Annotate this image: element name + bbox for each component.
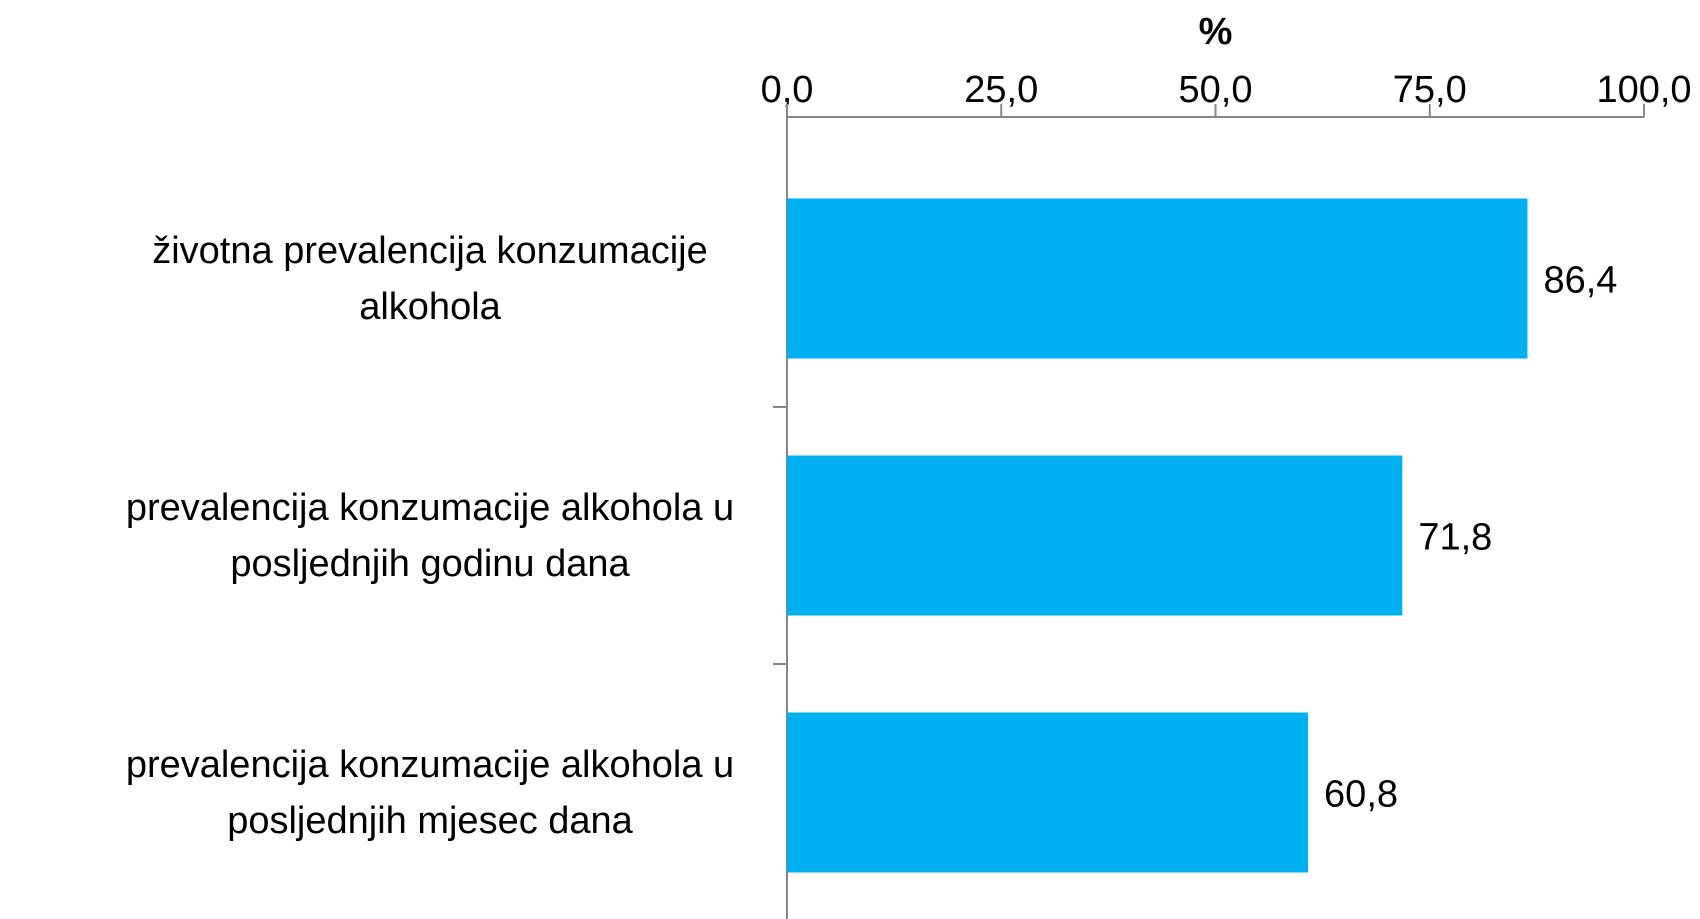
bar [787, 455, 1403, 616]
y-tick-label-box: prevalencija konzumacije alkohola u posl… [0, 407, 760, 664]
value-label: 86,4 [1543, 260, 1617, 302]
value-label: 60,8 [1324, 774, 1398, 816]
y-tick-label-box: životna prevalencija konzumacije alkohol… [0, 150, 760, 407]
y-tick-label-box: prevalencija konzumacije alkohola u posl… [0, 664, 760, 919]
bar [787, 198, 1528, 359]
y-tick-label: životna prevalencija konzumacije alkohol… [152, 229, 708, 328]
value-label: 71,8 [1418, 517, 1492, 559]
y-tick-label: prevalencija konzumacije alkohola u posl… [125, 743, 735, 842]
x-axis-label: % [1199, 11, 1233, 53]
y-tick-label: prevalencija konzumacije alkohola u posl… [125, 486, 735, 585]
bar [787, 712, 1309, 873]
